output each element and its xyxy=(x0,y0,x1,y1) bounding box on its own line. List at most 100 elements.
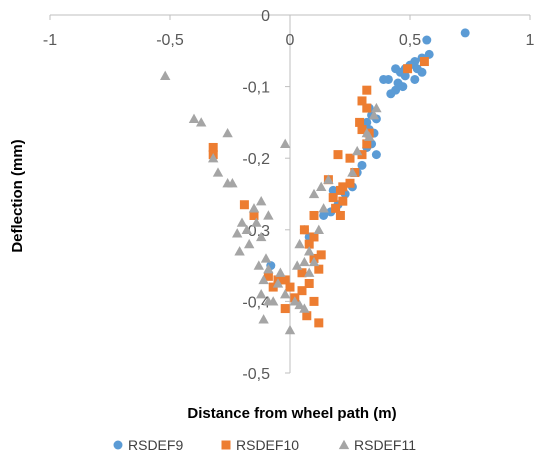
data-point xyxy=(362,139,372,149)
data-point xyxy=(292,260,303,270)
x-tick-label: -0,5 xyxy=(156,32,184,49)
data-point xyxy=(304,279,314,288)
data-point xyxy=(309,210,319,220)
x-tick-label: 0,5 xyxy=(399,32,421,49)
x-tick-label: 1 xyxy=(526,32,535,49)
data-point xyxy=(371,102,382,113)
data-point xyxy=(263,271,273,281)
data-point xyxy=(196,117,207,127)
data-point xyxy=(275,267,286,277)
tick-labels: -1 -0,5 0 0,5 10-0,1-0,2-0,3-0,4-0,5 xyxy=(43,8,535,383)
y-axis-title: Deflection (mm) xyxy=(9,139,26,252)
data-point xyxy=(422,35,432,45)
data-point xyxy=(280,275,290,285)
data-point xyxy=(368,110,380,120)
data-point xyxy=(251,217,262,227)
data-point xyxy=(309,296,319,306)
data-point xyxy=(299,303,310,313)
axes xyxy=(49,14,531,374)
y-tick-label: -0,4 xyxy=(242,294,270,311)
data-point xyxy=(244,238,255,249)
data-point xyxy=(304,267,315,277)
legend-label: RSDEF11 xyxy=(354,437,416,453)
data-point xyxy=(400,71,410,81)
data-point xyxy=(299,225,309,235)
data-point xyxy=(338,196,348,206)
data-point xyxy=(410,74,420,84)
data-point xyxy=(362,103,372,113)
data-point xyxy=(318,203,329,213)
data-point xyxy=(234,246,245,256)
data-point xyxy=(319,210,329,220)
data-point xyxy=(297,268,307,278)
data-point xyxy=(280,289,291,299)
data-point xyxy=(355,117,365,127)
legend-label: RSDEF10 xyxy=(236,437,299,453)
data-point xyxy=(248,203,260,213)
data-point xyxy=(424,49,434,59)
data-point xyxy=(294,238,305,249)
data-point xyxy=(302,311,312,321)
data-point xyxy=(208,153,219,163)
data-point xyxy=(316,181,327,191)
series-rsdef9 xyxy=(266,28,470,271)
data-point xyxy=(460,28,470,38)
data-point xyxy=(160,70,171,81)
data-point xyxy=(345,153,355,163)
legend-item-rsdef11: RSDEF11 xyxy=(338,437,416,453)
data-point xyxy=(371,150,381,160)
data-point xyxy=(304,246,315,256)
data-point xyxy=(268,296,279,306)
data-point xyxy=(241,224,252,234)
legend-marker xyxy=(338,439,350,450)
data-point xyxy=(328,185,338,195)
data-point xyxy=(284,324,296,335)
data-point xyxy=(335,185,345,195)
data-point xyxy=(419,57,429,67)
legend: RSDEF9 RSDEF10 RSDEF11 xyxy=(113,437,416,453)
data-point xyxy=(357,125,367,135)
series-rsdef11 xyxy=(160,70,382,335)
data-point xyxy=(328,193,338,203)
data-point xyxy=(258,314,269,324)
data-point xyxy=(263,263,274,274)
data-point xyxy=(362,85,372,95)
data-point xyxy=(304,239,314,249)
data-point xyxy=(403,64,413,74)
y-tick-label: -0,1 xyxy=(242,80,270,97)
data-point xyxy=(299,256,310,267)
data-point xyxy=(222,127,233,138)
data-point xyxy=(188,113,200,123)
data-point xyxy=(323,174,334,184)
data-point xyxy=(263,210,274,220)
legend-marker xyxy=(113,440,123,450)
data-point xyxy=(308,256,320,267)
data-point xyxy=(362,117,372,127)
data-point xyxy=(345,178,355,188)
x-tick-label: 0 xyxy=(286,32,295,49)
data-point xyxy=(239,200,249,210)
data-point xyxy=(285,282,295,292)
data-point xyxy=(249,210,259,220)
data-point xyxy=(256,195,267,206)
data-point xyxy=(314,264,324,274)
data-point xyxy=(308,188,320,199)
data-point xyxy=(316,250,326,260)
y-tick-label: -0,2 xyxy=(242,151,270,168)
data-point xyxy=(272,278,284,288)
data-point xyxy=(391,64,401,74)
data-point xyxy=(357,96,367,106)
data-point xyxy=(258,274,269,285)
data-point xyxy=(379,74,389,84)
legend-label: RSDEF9 xyxy=(128,437,183,453)
series-rsdef10 xyxy=(208,57,429,328)
data-point xyxy=(352,145,363,156)
y-tick-label: -0,5 xyxy=(242,366,270,383)
data-point xyxy=(289,296,300,306)
data-point xyxy=(253,260,264,270)
data-point xyxy=(313,224,324,234)
data-point xyxy=(236,217,248,227)
data-point xyxy=(361,127,372,138)
data-point xyxy=(280,138,291,149)
